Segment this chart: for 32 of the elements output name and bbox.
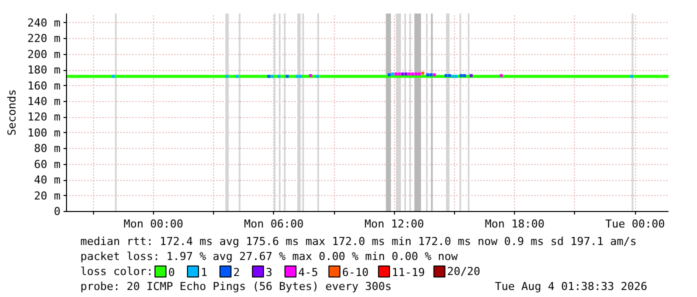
legend-label: 20/20 — [447, 265, 480, 278]
legend-label: 0 — [168, 266, 175, 279]
legend-title: loss color: — [80, 265, 154, 278]
legend-label: 4-5 — [298, 266, 318, 279]
y-tick-label: 220 m — [27, 32, 61, 46]
text: probe: 20 ICMP Echo Pings (56 Bytes) every 300s — [80, 280, 392, 293]
y-axis-title: Seconds — [5, 89, 18, 136]
x-tick-label: Mon 06:00 — [244, 218, 304, 230]
text: Tue Aug 4 01:38:33 2026 — [494, 280, 648, 293]
text: packet loss: 1.97 % avg 27.67 % max 0.00 % min 0.00 % now — [80, 250, 458, 263]
y-tick-label: 180 m — [27, 64, 61, 77]
x-tick-label: Mon 00:00 — [124, 218, 184, 230]
legend-label: 11-19 — [392, 266, 425, 279]
y-tick-label: 80 m — [34, 142, 61, 156]
y-tick-label: 200 m — [27, 48, 61, 61]
legend-label: 3 — [266, 266, 272, 279]
y-tick-label: 120 m — [27, 110, 61, 124]
y-tick-label: 0 — [54, 205, 60, 218]
y-tick-label: 140 m — [27, 95, 61, 108]
x-tick-label: Mon 12:00 — [364, 218, 424, 230]
y-tick-label: 160 m — [27, 79, 61, 92]
legend-label: 1 — [200, 266, 208, 279]
legend-label: 2 — [233, 266, 240, 279]
x-tick-label: Mon 18:00 — [484, 218, 544, 230]
y-tick-label: 100 m — [27, 126, 61, 140]
y-tick-label: 240 m — [27, 16, 61, 30]
y-tick-label: 60 m — [34, 158, 61, 171]
x-tick-label: Tue 00:00 — [605, 218, 665, 230]
y-tick-label: 20 m — [34, 189, 61, 202]
y-tick-label: 40 m — [34, 174, 61, 187]
text: median rtt: 172.4 ms avg 175.6 ms max 172.0 ms min 172.0 ms now 0.9 ms sd 197.1 am/s — [80, 235, 637, 248]
legend-label: 6-10 — [342, 266, 369, 279]
